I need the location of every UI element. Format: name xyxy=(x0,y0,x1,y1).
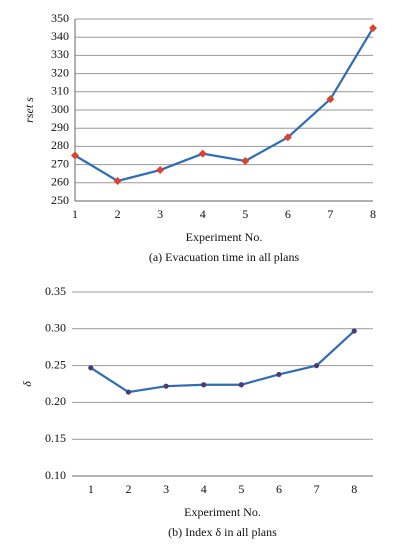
y-tick-label: 0.35 xyxy=(45,284,66,298)
caption: (a) Evacuation time in all plans xyxy=(149,250,300,264)
x-tick-label: 1 xyxy=(88,482,94,496)
x-tick-label: 3 xyxy=(163,482,169,496)
y-tick-label: 320 xyxy=(51,65,69,79)
x-axis-label: Experiment No. xyxy=(184,505,261,519)
y-tick-label: 350 xyxy=(51,11,69,25)
x-tick-label: 5 xyxy=(242,207,248,221)
y-tick-label: 0.20 xyxy=(45,394,66,408)
marker xyxy=(276,371,282,378)
marker xyxy=(125,389,132,395)
y-tick-label: 280 xyxy=(51,138,69,152)
x-tick-label: 6 xyxy=(285,207,291,221)
x-tick-label: 4 xyxy=(201,482,207,496)
data-line xyxy=(74,27,374,183)
marker xyxy=(283,133,292,142)
y-tick-label: 300 xyxy=(51,102,69,116)
x-tick-label: 7 xyxy=(327,207,333,221)
data-line xyxy=(90,330,355,394)
y-tick-label: 290 xyxy=(51,120,69,134)
marker xyxy=(163,383,169,389)
marker xyxy=(198,149,207,158)
caption: (b) Index δ in all plans xyxy=(168,525,277,539)
x-tick-label: 1 xyxy=(72,207,78,221)
y-tick-label: 0.30 xyxy=(45,321,66,335)
y-tick-label: 310 xyxy=(51,84,69,98)
y-axis-label: δ xyxy=(20,381,34,387)
marker xyxy=(369,24,377,33)
marker xyxy=(113,176,122,185)
x-tick-label: 5 xyxy=(238,482,244,496)
marker xyxy=(313,363,320,369)
marker xyxy=(88,365,94,371)
x-tick-label: 4 xyxy=(200,207,206,221)
y-tick-label: 340 xyxy=(51,29,69,43)
x-tick-label: 2 xyxy=(125,482,131,496)
x-tick-label: 8 xyxy=(351,482,357,496)
y-tick-label: 270 xyxy=(51,156,69,170)
y-axis-label: rset s xyxy=(22,97,36,123)
x-tick-label: 2 xyxy=(115,207,121,221)
marker xyxy=(238,382,244,388)
y-tick-label: 0.10 xyxy=(45,468,66,482)
y-tick-label: 260 xyxy=(51,175,69,189)
y-tick-label: 0.25 xyxy=(45,357,66,371)
y-tick-label: 330 xyxy=(51,47,69,61)
marker xyxy=(241,156,250,165)
marker xyxy=(71,151,79,160)
x-tick-label: 8 xyxy=(370,207,376,221)
marker xyxy=(351,328,357,334)
y-tick-label: 0.15 xyxy=(45,431,66,445)
marker xyxy=(326,95,335,104)
x-tick-label: 7 xyxy=(314,482,320,496)
marker xyxy=(156,166,165,175)
marker xyxy=(201,382,207,388)
y-tick-label: 250 xyxy=(51,193,69,207)
x-axis-label: Experiment No. xyxy=(186,230,263,244)
x-tick-label: 3 xyxy=(157,207,163,221)
x-tick-label: 6 xyxy=(276,482,282,496)
